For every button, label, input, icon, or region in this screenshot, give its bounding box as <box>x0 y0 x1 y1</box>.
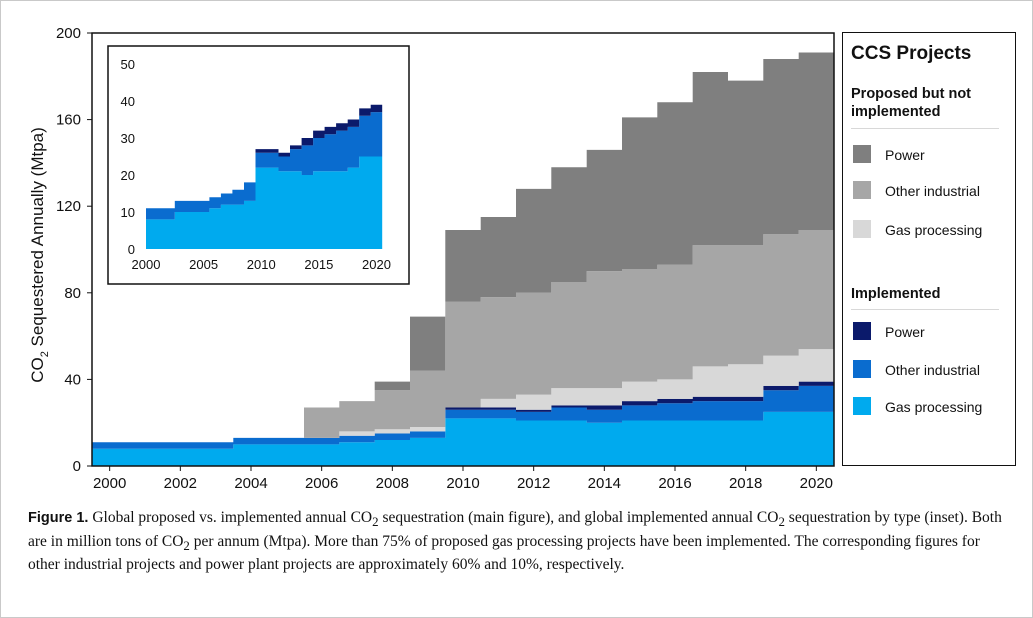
legend-proposed-header: Proposed but not implemented <box>851 86 972 120</box>
legend-label: Gas processing <box>885 399 983 415</box>
main-area-1 <box>92 385 834 449</box>
inset-chart-areas <box>146 104 383 249</box>
legend-title: CCS Projects <box>851 43 972 64</box>
caption-text-3: sequestration by type (inset). Both are … <box>28 509 1002 550</box>
legend-label: Other industrial <box>885 362 980 378</box>
main-x-tick-label: 2000 <box>93 475 126 492</box>
legend-item-implemented-other-industrial: Other industrial <box>853 360 1013 400</box>
inset-x-tick-label: 2010 <box>247 257 276 272</box>
main-y-tick-label: 0 <box>73 458 81 475</box>
main-chart-areas <box>92 52 834 466</box>
legend-item-proposed-other-industrial: Other industrial <box>853 181 1013 221</box>
main-x-tick-label: 2008 <box>376 475 409 492</box>
inset-x-ticks: 2000 2005 2010 2015 2020 <box>132 257 391 272</box>
main-y-tick-label: 160 <box>56 112 81 129</box>
legend-swatch <box>853 145 871 163</box>
main-area-0 <box>92 411 834 466</box>
main-x-tick-label: 2010 <box>446 475 479 492</box>
legend-item-proposed-power: Power <box>853 145 1013 185</box>
main-area-3 <box>92 349 834 443</box>
caption-text-1: Global proposed vs. implemented annual C… <box>88 509 373 526</box>
legend-label: Other industrial <box>885 183 980 199</box>
main-x-tick-label: 2018 <box>729 475 762 492</box>
inset-x-tick-label: 2005 <box>189 257 218 272</box>
inset-area-0 <box>146 156 383 249</box>
inset-x-tick-label: 2015 <box>304 257 333 272</box>
legend-swatch <box>853 322 871 340</box>
main-x-tick-label: 2002 <box>164 475 197 492</box>
inset-y-tick-label: 10 <box>121 205 135 220</box>
inset-area-1 <box>146 112 383 220</box>
legend-label: Power <box>885 147 925 163</box>
inset-x-tick-label: 2020 <box>362 257 391 272</box>
legend-swatch <box>853 397 871 415</box>
legend-label: Power <box>885 324 925 340</box>
legend-item-implemented-power: Power <box>853 322 1013 362</box>
y-axis-label: CO2 Sequestered Annually (Mtpa) <box>28 127 51 383</box>
caption-sub-1: 2 <box>372 514 379 530</box>
legend-swatch <box>853 181 871 199</box>
main-x-tick-label: 2006 <box>305 475 338 492</box>
legend-implemented-header: Implemented <box>851 286 941 302</box>
inset-y-tick-label: 30 <box>121 131 135 146</box>
main-x-tick-label: 2012 <box>517 475 550 492</box>
main-y-tick-label: 200 <box>56 25 81 42</box>
inset-area-2 <box>146 104 383 209</box>
caption-text-4: per annum (Mtpa). More than 75% of propo… <box>28 532 980 574</box>
inset-x-tick-label: 2000 <box>132 257 161 272</box>
inset-y-tick-label: 40 <box>121 94 135 109</box>
y-axis-label-part-2: Sequestered Annually (Mtpa) <box>28 127 47 351</box>
main-y-tick-label: 40 <box>64 371 81 388</box>
legend-divider <box>851 309 999 310</box>
main-y-tick-label: 120 <box>56 198 81 215</box>
main-area-5 <box>92 52 834 443</box>
legend-item-implemented-gas-processing: Gas processing <box>853 397 1013 437</box>
main-y-ticks: 0 40 80 120 160 200 <box>56 25 92 475</box>
inset-y-ticks: 0 10 20 30 40 50 <box>121 57 135 257</box>
legend-swatch <box>853 220 871 238</box>
main-x-tick-label: 2016 <box>658 475 691 492</box>
legend-swatch <box>853 360 871 378</box>
main-x-tick-label: 2014 <box>588 475 621 492</box>
main-y-tick-label: 80 <box>64 285 81 302</box>
caption-label: Figure 1. <box>28 510 89 526</box>
inset-y-tick-label: 0 <box>128 242 135 257</box>
y-axis-label-part-1: CO <box>28 357 47 383</box>
figure-caption: Figure 1. Global proposed vs. implemente… <box>28 508 1008 575</box>
caption-sub-3: 2 <box>183 537 190 553</box>
main-x-tick-label: 2004 <box>234 475 267 492</box>
legend-divider <box>851 128 999 129</box>
main-x-ticks: 2000 2002 2004 2006 2008 2010 2012 2014 2016 2018… <box>93 466 833 492</box>
main-x-tick-label: 2020 <box>800 475 833 492</box>
inset-y-tick-label: 20 <box>121 168 135 183</box>
legend-label: Gas processing <box>885 222 983 238</box>
main-area-4 <box>92 230 834 443</box>
legend: CCS Projects Proposed but not implemente… <box>842 32 1016 466</box>
caption-text-2: sequestration (main figure), and global … <box>378 509 779 526</box>
legend-item-proposed-gas-processing: Gas processing <box>853 220 1013 260</box>
y-axis-label-subscript: 2 <box>39 351 51 357</box>
caption-sub-2: 2 <box>778 514 785 530</box>
inset-y-tick-label: 50 <box>121 57 135 72</box>
